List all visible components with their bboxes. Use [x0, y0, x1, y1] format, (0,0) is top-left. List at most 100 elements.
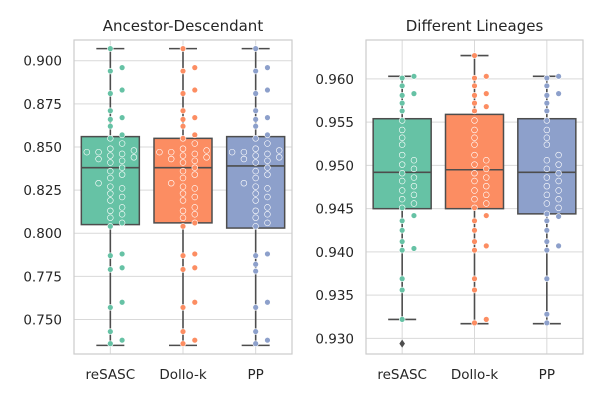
data-point: [471, 204, 478, 212]
data-point: [398, 195, 406, 203]
data-point: [191, 150, 198, 158]
data-point: [483, 165, 490, 173]
data-point: [107, 145, 114, 152]
y-tick-label: 0.850: [23, 140, 62, 156]
data-point: [555, 170, 562, 177]
data-point: [252, 328, 259, 335]
data-point: [471, 227, 478, 234]
data-point: [107, 328, 114, 335]
y-tick-label: 0.960: [315, 72, 354, 88]
x-tick-label: Dollo-k: [451, 367, 499, 383]
data-point: [240, 155, 248, 163]
data-point: [543, 217, 551, 224]
data-point: [543, 134, 551, 141]
data-point: [543, 275, 551, 282]
x-tick-label: reSASC: [377, 367, 427, 383]
data-point: [398, 316, 406, 323]
data-point: [107, 304, 114, 311]
y-tick-label: 0.955: [315, 115, 354, 131]
data-point: [555, 187, 562, 194]
data-point: [118, 86, 126, 94]
x-tick-label: PP: [539, 367, 555, 383]
data-point: [252, 252, 259, 259]
data-point: [471, 151, 478, 159]
data-point: [410, 73, 418, 80]
data-point: [118, 336, 126, 344]
data-point: [264, 211, 271, 218]
y-tick-label: 0.775: [23, 269, 62, 285]
data-point: [543, 92, 551, 99]
data-point: [543, 82, 551, 90]
data-point: [555, 177, 562, 185]
data-point: [410, 212, 418, 219]
data-point: [471, 170, 478, 177]
data-point: [118, 171, 126, 178]
data-point: [191, 219, 198, 227]
plot-frame: [73, 39, 293, 355]
data-point: [543, 107, 551, 115]
data-point: [179, 107, 187, 114]
data-point: [95, 179, 102, 187]
data-point: [398, 141, 406, 148]
data-point: [252, 67, 259, 75]
data-point: [191, 250, 198, 258]
data-point: [107, 67, 114, 75]
data-point: [252, 207, 259, 215]
data-point: [179, 145, 187, 152]
data-point: [118, 131, 126, 139]
data-point: [483, 90, 490, 97]
data-point: [398, 246, 406, 254]
data-point: [179, 266, 187, 273]
panel-ancestor-descendant: 0.750 0.775 0.800 0.825 0.850 0.875 0.900 reSAS…: [23, 17, 293, 383]
data-point: [471, 141, 478, 148]
outlier-marker: [399, 339, 405, 348]
data-point: [543, 165, 551, 173]
data-point: [179, 90, 187, 97]
data-point: [118, 264, 126, 271]
data-point: [107, 197, 114, 204]
data-point: [555, 213, 562, 220]
y-tick-label: 0.900: [23, 54, 62, 70]
data-point: [398, 92, 406, 99]
data-point: [398, 177, 406, 185]
data-point: [107, 214, 114, 221]
data-point: [179, 214, 187, 221]
data-point: [471, 134, 478, 141]
data-point: [555, 204, 562, 212]
data-point: [543, 182, 551, 190]
data-point: [191, 140, 198, 147]
data-point: [483, 73, 490, 80]
data-point: [252, 45, 259, 52]
data-point: [179, 123, 187, 130]
data-point: [471, 82, 478, 90]
data-point: [107, 266, 114, 273]
data-point: [179, 159, 187, 166]
data-point: [483, 316, 490, 323]
data-point: [264, 114, 271, 121]
data-point: [252, 214, 259, 221]
data-point: [118, 164, 126, 171]
box-group-resasc: [80, 45, 141, 347]
data-point: [228, 148, 236, 156]
data-point: [264, 193, 271, 201]
data-point: [107, 152, 114, 159]
data-point: [107, 252, 114, 259]
data-point: [252, 174, 259, 182]
data-point: [252, 267, 259, 275]
data-point: [543, 246, 551, 254]
data-point: [555, 161, 562, 168]
y-tick-label: 0.875: [23, 97, 62, 113]
data-point: [252, 116, 259, 123]
data-point: [191, 193, 198, 201]
data-point: [543, 319, 551, 327]
data-point: [191, 336, 198, 344]
data-point: [118, 64, 126, 71]
data-point: [483, 174, 490, 181]
data-point: [83, 148, 90, 156]
data-point: [179, 183, 187, 190]
data-point: [179, 340, 187, 347]
data-point: [107, 116, 114, 123]
data-point: [118, 114, 126, 121]
data-point: [471, 286, 478, 294]
data-point: [191, 157, 198, 164]
